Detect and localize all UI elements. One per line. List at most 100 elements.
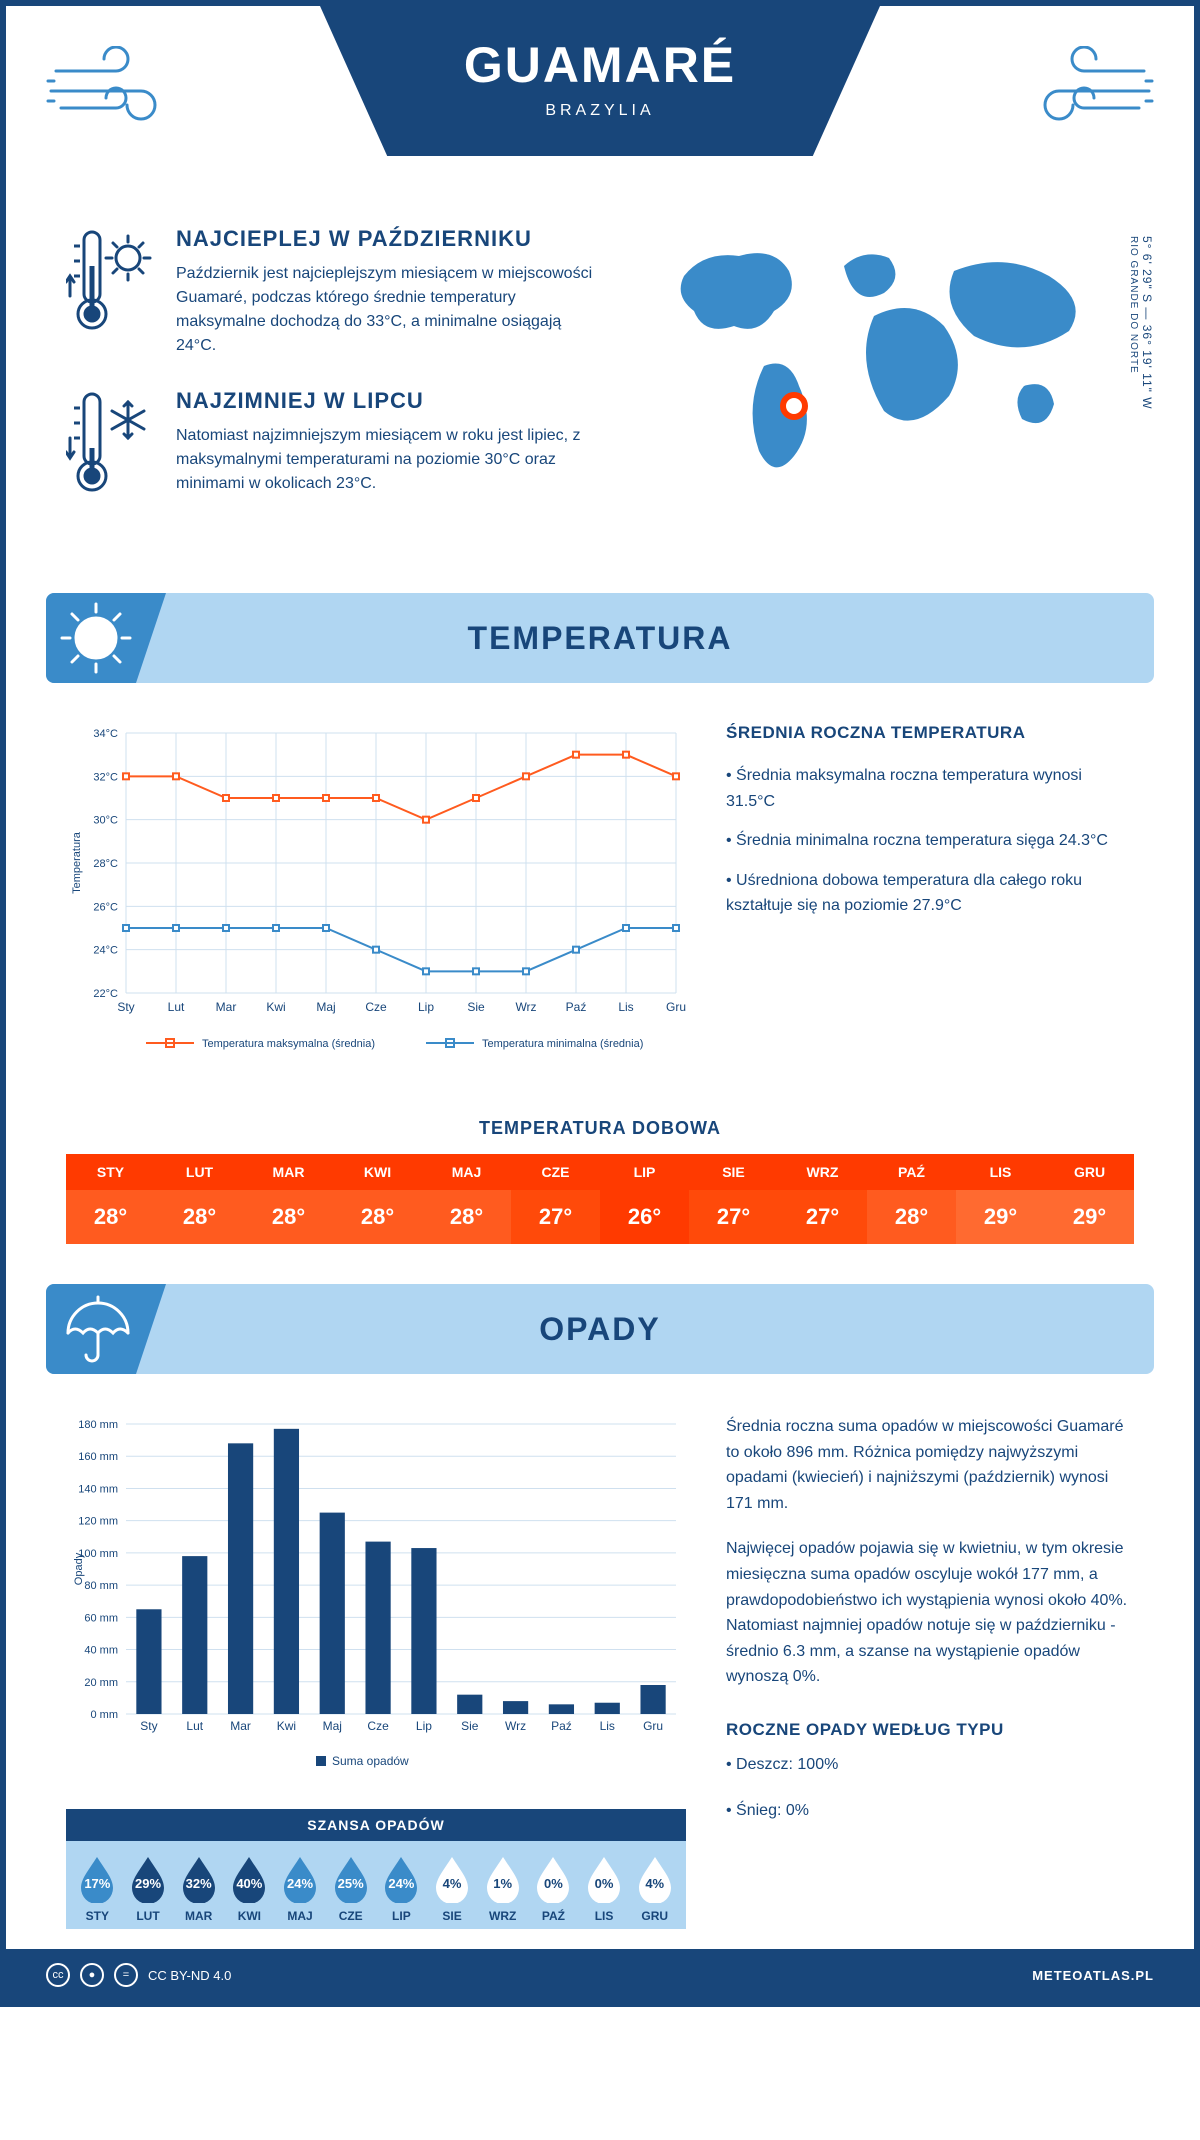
- license: cc ● = CC BY-ND 4.0: [46, 1963, 231, 1987]
- svg-text:Cze: Cze: [367, 1719, 389, 1733]
- svg-text:Kwi: Kwi: [266, 1000, 285, 1014]
- daily-col: MAJ 28°: [422, 1154, 511, 1244]
- nd-icon: =: [114, 1963, 138, 1987]
- chance-cell: 4% SIE: [427, 1855, 478, 1923]
- chance-cell: 24% MAJ: [275, 1855, 326, 1923]
- rain-type-bullet: • Śnieg: 0%: [726, 1798, 1134, 1824]
- svg-text:Gru: Gru: [666, 1000, 686, 1014]
- sun-icon: [56, 598, 136, 683]
- svg-text:30°C: 30°C: [93, 815, 118, 827]
- svg-text:Mar: Mar: [216, 1000, 237, 1014]
- svg-text:Cze: Cze: [365, 1000, 387, 1014]
- svg-text:Sie: Sie: [461, 1719, 479, 1733]
- chance-cell: 29% LUT: [123, 1855, 174, 1923]
- svg-text:Sty: Sty: [117, 1000, 134, 1014]
- precipitation-summary: Średnia roczna suma opadów w miejscowośc…: [726, 1414, 1134, 1929]
- svg-text:Kwi: Kwi: [277, 1719, 296, 1733]
- daily-col: LUT 28°: [155, 1154, 244, 1244]
- svg-text:26°C: 26°C: [93, 901, 118, 913]
- rain-type-heading: ROCZNE OPADY WEDŁUG TYPU: [726, 1720, 1134, 1740]
- section-banner-rain: OPADY: [46, 1284, 1154, 1374]
- umbrella-icon: [56, 1289, 136, 1374]
- rain-summary-para: Najwięcej opadów pojawia się w kwietniu,…: [726, 1536, 1134, 1690]
- svg-text:Maj: Maj: [323, 1719, 342, 1733]
- chance-cell: 1% WRZ: [477, 1855, 528, 1923]
- svg-text:Lip: Lip: [418, 1000, 434, 1014]
- chance-cell: 25% CZE: [325, 1855, 376, 1923]
- fact-text: Natomiast najzimniejszym miesiącem w rok…: [176, 424, 604, 496]
- section-banner-temp: TEMPERATURA: [46, 593, 1154, 683]
- svg-text:Gru: Gru: [643, 1719, 663, 1733]
- svg-text:24°C: 24°C: [93, 945, 118, 957]
- svg-text:Wrz: Wrz: [515, 1000, 536, 1014]
- svg-text:32°C: 32°C: [93, 771, 118, 783]
- temp-summary-heading: ŚREDNIA ROCZNA TEMPERATURA: [726, 723, 1134, 743]
- precipitation-bar-chart: 0 mm20 mm40 mm60 mm80 mm100 mm120 mm140 …: [66, 1414, 686, 1779]
- svg-text:Lis: Lis: [600, 1719, 615, 1733]
- svg-text:Mar: Mar: [230, 1719, 251, 1733]
- title-banner: GUAMARÉ BRAZYLIA: [320, 6, 880, 156]
- svg-text:40 mm: 40 mm: [84, 1645, 118, 1657]
- fact-text: Październik jest najcieplejszym miesiące…: [176, 262, 604, 358]
- svg-text:Lut: Lut: [168, 1000, 185, 1014]
- temperature-summary: ŚREDNIA ROCZNA TEMPERATURA • Średnia mak…: [726, 723, 1134, 1068]
- svg-text:Suma opadów: Suma opadów: [332, 1754, 409, 1768]
- svg-text:140 mm: 140 mm: [78, 1483, 118, 1495]
- daily-temp-table: STY 28° LUT 28° MAR 28° KWI 28° MAJ 28° …: [66, 1154, 1134, 1244]
- svg-text:Sty: Sty: [140, 1719, 157, 1733]
- daily-col: PAŹ 28°: [867, 1154, 956, 1244]
- svg-text:20 mm: 20 mm: [84, 1677, 118, 1689]
- svg-text:28°C: 28°C: [93, 858, 118, 870]
- svg-text:0 mm: 0 mm: [91, 1709, 119, 1721]
- top-info: NAJCIEPLEJ W PAŹDZIERNIKU Październik je…: [6, 206, 1194, 573]
- svg-text:80 mm: 80 mm: [84, 1580, 118, 1592]
- svg-text:Maj: Maj: [316, 1000, 335, 1014]
- country-name: BRAZYLIA: [320, 102, 880, 120]
- daily-col: WRZ 27°: [778, 1154, 867, 1244]
- chance-cell: 17% STY: [72, 1855, 123, 1923]
- daily-col: MAR 28°: [244, 1154, 333, 1244]
- svg-text:Lut: Lut: [186, 1719, 203, 1733]
- world-map: 5° 6' 29" S — 36° 19' 11" WRIO GRANDE DO…: [644, 226, 1134, 533]
- daily-col: KWI 28°: [333, 1154, 422, 1244]
- svg-text:60 mm: 60 mm: [84, 1612, 118, 1624]
- thermometer-sun-icon: [66, 226, 156, 358]
- chance-cell: 32% MAR: [173, 1855, 224, 1923]
- site-name: METEOATLAS.PL: [1032, 1968, 1154, 1983]
- svg-text:Temperatura maksymalna (średni: Temperatura maksymalna (średnia): [202, 1038, 375, 1050]
- wind-icon: [1014, 46, 1154, 141]
- precipitation-chance-row: 17% STY 29% LUT 32% MAR 40% KWI 24% MAJ …: [66, 1841, 686, 1929]
- footer: cc ● = CC BY-ND 4.0 METEOATLAS.PL: [6, 1949, 1194, 2001]
- svg-text:Lip: Lip: [416, 1719, 432, 1733]
- svg-text:Lis: Lis: [618, 1000, 633, 1014]
- svg-text:Wrz: Wrz: [505, 1719, 526, 1733]
- thermometer-snow-icon: [66, 388, 156, 503]
- svg-text:Sie: Sie: [467, 1000, 485, 1014]
- svg-text:34°C: 34°C: [93, 728, 118, 740]
- daily-col: STY 28°: [66, 1154, 155, 1244]
- chance-cell: 0% PAŹ: [528, 1855, 579, 1923]
- fact-hottest: NAJCIEPLEJ W PAŹDZIERNIKU Październik je…: [66, 226, 604, 358]
- chance-cell: 0% LIS: [579, 1855, 630, 1923]
- daily-col: GRU 29°: [1045, 1154, 1134, 1244]
- city-name: GUAMARÉ: [320, 36, 880, 94]
- chance-title: SZANSA OPADÓW: [66, 1809, 686, 1841]
- daily-col: LIP 26°: [600, 1154, 689, 1244]
- chance-cell: 40% KWI: [224, 1855, 275, 1923]
- by-icon: ●: [80, 1963, 104, 1987]
- wind-icon: [46, 46, 186, 141]
- svg-text:Temperatura: Temperatura: [71, 831, 83, 894]
- temp-summary-bullet: • Uśredniona dobowa temperatura dla całe…: [726, 868, 1134, 919]
- svg-text:22°C: 22°C: [93, 988, 118, 1000]
- temp-summary-bullet: • Średnia minimalna roczna temperatura s…: [726, 828, 1134, 854]
- svg-text:180 mm: 180 mm: [78, 1419, 118, 1431]
- coordinates: 5° 6' 29" S — 36° 19' 11" WRIO GRANDE DO…: [1126, 236, 1154, 410]
- chance-cell: 24% LIP: [376, 1855, 427, 1923]
- svg-text:Opady: Opady: [73, 1552, 85, 1585]
- section-title: TEMPERATURA: [468, 620, 733, 657]
- temperature-line-chart: 22°C 24°C 26°C 28°C 30°C 32°C 34°C Sty Lut Mar Kwi…: [66, 723, 686, 1068]
- cc-icon: cc: [46, 1963, 70, 1987]
- svg-text:Temperatura minimalna (średnia: Temperatura minimalna (średnia): [482, 1038, 643, 1050]
- svg-text:160 mm: 160 mm: [78, 1451, 118, 1463]
- license-label: CC BY-ND 4.0: [148, 1968, 231, 1983]
